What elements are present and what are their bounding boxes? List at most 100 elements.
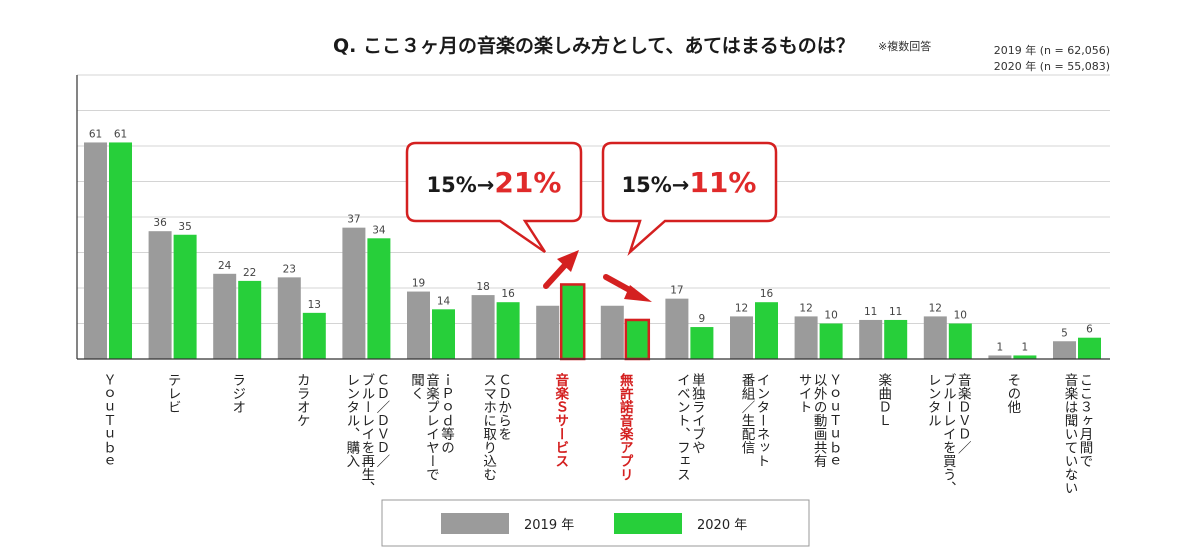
category-label: ＣＤ／ＤＶＤ／ <box>373 373 390 468</box>
callout-unlicensed-apps: 15%→11% <box>601 141 778 256</box>
category-label: ＹｏｕＴｕｂｅ <box>100 373 116 468</box>
category-label: ＣＤからを <box>495 373 511 441</box>
category-label: 聞く <box>408 373 424 400</box>
value-label: 1 <box>997 341 1004 353</box>
bar-2020年-4 <box>367 238 391 359</box>
bar-2019年-13 <box>923 316 947 359</box>
bar-2019年-8 <box>600 305 624 359</box>
value-label: 24 <box>218 260 232 272</box>
bar-2019年-0 <box>84 142 107 359</box>
arrow-down <box>603 274 652 302</box>
bar-2019年-9 <box>665 298 689 359</box>
bar-2019年-6 <box>471 295 495 359</box>
callout-streaming: 15%→21% <box>405 141 583 254</box>
bar-2020年-9 <box>690 327 714 359</box>
bars <box>84 142 1101 361</box>
value-label: 17 <box>670 285 683 297</box>
bar-2019年-1 <box>148 231 172 359</box>
value-label: 12 <box>929 302 942 314</box>
category-label: レンタル、購入 <box>343 373 360 468</box>
category-label: スマホに取り込む <box>480 373 497 481</box>
bar-2019年-2 <box>213 273 237 359</box>
category-label: ブルーレイを再生、 <box>358 373 375 495</box>
bar-2019年-14 <box>988 355 1012 359</box>
bar-2019年-5 <box>407 291 430 359</box>
bar-2020年-15 <box>1078 337 1101 359</box>
bar-2020年-5 <box>432 309 455 359</box>
bar-2019年-10 <box>730 316 753 359</box>
value-label: 12 <box>735 302 748 314</box>
value-label: 14 <box>437 295 451 307</box>
value-label: 16 <box>760 288 774 300</box>
bar-2020年-2 <box>238 280 262 359</box>
sample-size-2020: 2020 年 (n = 55,083) <box>994 59 1110 73</box>
value-label: 61 <box>114 128 127 140</box>
value-label: 1 <box>1022 341 1029 353</box>
category-label: 番組／生配信 <box>739 373 756 455</box>
callout-base: 15%→ <box>427 173 495 197</box>
bar-2020年-0 <box>109 142 132 359</box>
value-label: 10 <box>824 310 837 322</box>
value-label: 16 <box>501 288 515 300</box>
callout-text: 15%→21% <box>427 166 562 199</box>
bar-2019年-15 <box>1053 341 1076 359</box>
category-label: ブルーレイを買う、 <box>940 373 957 495</box>
category-label: 音楽プレイヤーで <box>423 372 440 482</box>
bar-2020年-1 <box>173 234 197 359</box>
bar-2020年-12 <box>884 319 908 359</box>
callout-bubble <box>601 141 778 256</box>
category-label: カラオケ <box>294 373 310 427</box>
callout-bubble <box>405 141 583 254</box>
value-label: 11 <box>889 306 902 318</box>
category-label: レンタル <box>925 373 941 427</box>
value-label: 9 <box>699 313 706 325</box>
bar-2020年-6 <box>496 302 520 359</box>
bar-2020年-13 <box>948 323 972 359</box>
category-label: インターネット <box>754 373 770 468</box>
value-label: 34 <box>372 224 386 236</box>
category-label: ＹｏｕＴｕｂｅ <box>826 373 842 468</box>
callout-text: 15%→11% <box>622 166 757 199</box>
value-label: 35 <box>178 221 191 233</box>
value-label: 19 <box>412 278 425 290</box>
bar-2019年-11 <box>794 316 818 359</box>
category-label: ラジオ <box>229 373 245 414</box>
bar-2019年-4 <box>342 227 366 359</box>
bar-2019年-7 <box>536 305 560 359</box>
value-label: 11 <box>864 306 877 318</box>
value-label: 37 <box>347 214 360 226</box>
value-label: 10 <box>954 310 967 322</box>
arrow-up <box>543 250 579 289</box>
category-label: 楽曲ＤＬ <box>875 373 892 427</box>
title-note: ※複数回答 <box>878 39 931 53</box>
legend-swatch-2020 <box>614 513 682 534</box>
value-label: 23 <box>283 263 296 275</box>
bar-2020年-3 <box>302 312 326 359</box>
value-label: 36 <box>153 217 167 229</box>
bar-2020年-11 <box>819 323 843 359</box>
bar-2019年-12 <box>859 319 883 359</box>
category-label: ここ３ヶ月間で <box>1077 373 1094 468</box>
value-label: 6 <box>1086 324 1093 336</box>
value-label: 22 <box>243 267 256 279</box>
category-label: 無許諾音楽アプリ <box>617 372 635 481</box>
value-label: 61 <box>89 128 102 140</box>
category-label: 音楽Ｓサービス <box>552 372 570 468</box>
category-labels: ＹｏｕＴｕｂｅ テレビ ラジオ カラオケ ＣＤ／ＤＶＤ／ブルーレイを再生、レンタル、購入… <box>100 372 1093 495</box>
bar-2020年-10 <box>755 302 778 359</box>
bar-2020年-7 <box>559 283 586 361</box>
category-label: サイト <box>796 373 812 414</box>
legend-label-2020: 2020 年 <box>697 518 747 533</box>
value-label: 13 <box>308 299 321 311</box>
bar-2020年-8 <box>624 318 651 361</box>
category-label: 音楽は聞いていない <box>1062 372 1079 495</box>
category-label: 音楽ＤＶＤ／ <box>955 372 972 455</box>
category-label: 以外の動画共有 <box>811 373 828 468</box>
legend-label-2019: 2019 年 <box>524 518 574 533</box>
legend-swatch-2019 <box>441 513 509 534</box>
category-label: 単独ライブや <box>689 373 706 455</box>
value-label: 18 <box>476 281 489 293</box>
callout-base: 15%→ <box>622 173 690 197</box>
